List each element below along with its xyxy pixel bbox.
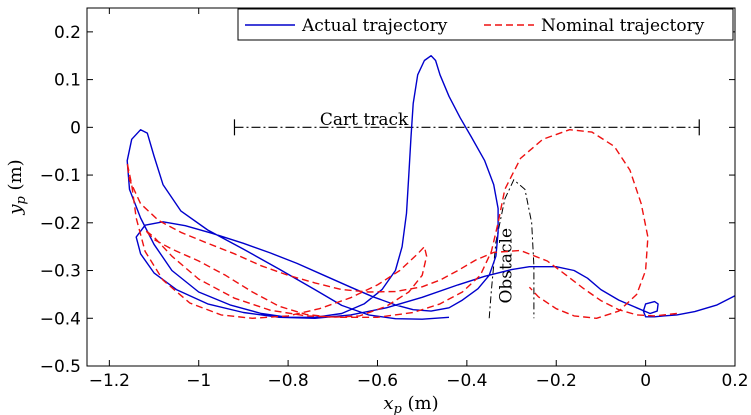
x-tick-label: −1 <box>186 371 211 391</box>
legend-actual-label: Actual trajectory <box>301 16 448 36</box>
y-tick-label: 0 <box>70 118 81 138</box>
plot-frame <box>86 7 736 367</box>
x-tick-label: 0.2 <box>721 371 748 391</box>
y-tick-label: 0.2 <box>54 23 81 43</box>
y-tick-label: 0.1 <box>54 71 81 91</box>
y-tick-label: −0.1 <box>40 166 81 186</box>
x-tick-label: −0.4 <box>446 371 487 391</box>
x-tick-label: −1.2 <box>89 371 130 391</box>
x-tick-label: −0.6 <box>357 371 398 391</box>
obstacle-outline <box>488 179 535 319</box>
x-tick-label: −0.8 <box>267 371 308 391</box>
nominal-trajectory-line <box>126 128 677 319</box>
x-tick-label: 0 <box>640 371 651 391</box>
cart-track-label: Cart track <box>320 110 409 130</box>
x-axis-label: xp (m) <box>383 393 438 415</box>
y-tick-label: −0.4 <box>40 309 81 329</box>
x-tick-label: −0.2 <box>536 371 577 391</box>
y-axis-label: yp (m) <box>5 159 29 215</box>
actual-trajectory-line <box>126 55 736 320</box>
y-tick-label: −0.3 <box>40 262 81 282</box>
legend-nominal-label: Nominal trajectory <box>541 16 705 36</box>
y-tick-label: −0.5 <box>40 357 81 377</box>
obstacle-label: Obstacle <box>497 228 517 304</box>
y-tick-label: −0.2 <box>40 214 81 234</box>
